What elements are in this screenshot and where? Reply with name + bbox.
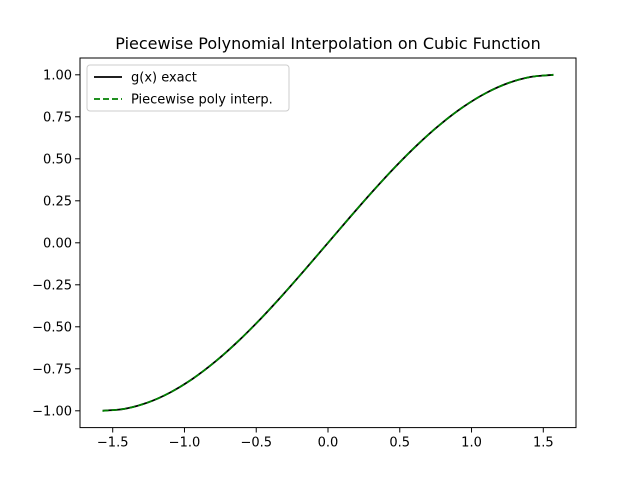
legend: g(x) exact Piecewise poly interp. xyxy=(86,64,290,112)
legend-box xyxy=(86,64,290,112)
x-tick-label: 1.5 xyxy=(533,436,554,451)
series-line-interp xyxy=(102,73,554,412)
x-tick-label: −1.5 xyxy=(97,436,129,451)
chart-title: Piecewise Polynomial Interpolation on Cu… xyxy=(115,34,540,53)
legend-label: Piecewise poly interp. xyxy=(131,93,273,108)
x-tick-label: 1.0 xyxy=(461,436,482,451)
y-tick-label: 0.50 xyxy=(43,152,72,167)
y-tick-label: 0.00 xyxy=(43,236,72,251)
x-tick-label: 0.0 xyxy=(318,436,339,451)
y-tick-label: 1.00 xyxy=(43,68,72,83)
x-tick-label: −1.0 xyxy=(169,436,201,451)
y-axis: −1.00 −0.75 −0.50 −0.25 0.00 0.25 0.50 0.75 1.00 xyxy=(32,68,80,419)
legend-label: g(x) exact xyxy=(131,71,197,86)
y-tick-label: 0.25 xyxy=(43,194,72,209)
y-tick-label: −0.75 xyxy=(32,362,72,377)
y-tick-label: −0.25 xyxy=(32,278,72,293)
y-tick-label: 0.75 xyxy=(43,110,72,125)
x-axis: −1.5 −1.0 −0.5 0.0 0.5 1.0 1.5 xyxy=(97,427,554,451)
x-tick-label: 0.5 xyxy=(389,436,410,451)
x-tick-label: −0.5 xyxy=(240,436,272,451)
y-tick-label: −0.50 xyxy=(32,320,72,335)
series-layer xyxy=(102,73,554,412)
y-tick-label: −1.00 xyxy=(32,404,72,419)
